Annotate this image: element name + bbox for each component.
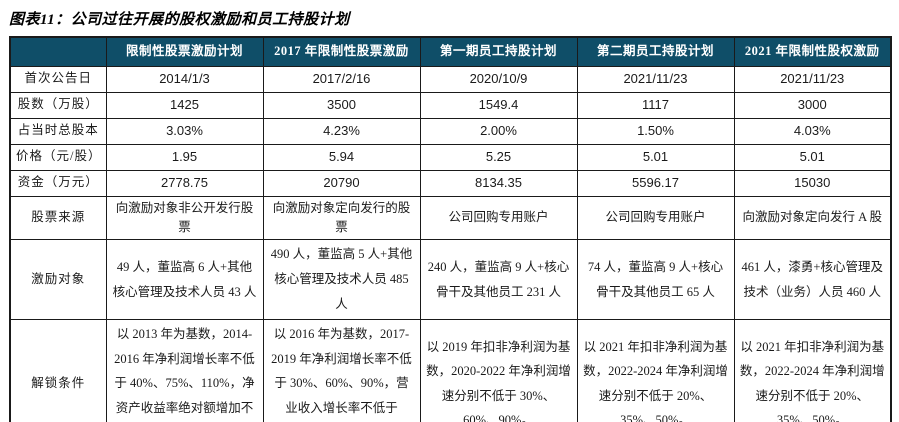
- cell: 2778.75: [105, 169, 264, 197]
- cell: 20790: [262, 169, 421, 197]
- cell: 74 人，董监高 9 人+核心骨干及其他员工 65 人: [576, 239, 735, 321]
- row-label: 股数（万股）: [9, 91, 107, 119]
- cell: 5.01: [733, 143, 892, 171]
- cell: 2021/11/23: [733, 65, 892, 93]
- cell: 4.03%: [733, 117, 892, 145]
- cell: 以 2016 年为基数，2017-2019 年净利润增长率不低于 30%、60%…: [262, 319, 421, 422]
- table-row-pct-of-capital: 占当时总股本 3.03% 4.23% 2.00% 1.50% 4.03%: [9, 117, 892, 145]
- cell: 3.03%: [105, 117, 264, 145]
- cell: 以 2021 年扣非净利润为基数，2022-2024 年净利润增速分别不低于 2…: [576, 319, 735, 422]
- cell: 1117: [576, 91, 735, 119]
- row-label: 资金（万元）: [9, 169, 107, 197]
- row-label: 股票来源: [9, 195, 107, 241]
- cell: 2014/1/3: [105, 65, 264, 93]
- cell: 5596.17: [576, 169, 735, 197]
- cell: 4.23%: [262, 117, 421, 145]
- table-row-funds: 资金（万元） 2778.75 20790 8134.35 5596.17 150…: [9, 169, 892, 197]
- cell: 1549.4: [419, 91, 578, 119]
- row-label: 激励对象: [9, 239, 107, 321]
- row-label: 解锁条件: [9, 319, 107, 422]
- equity-incentive-table: 限制性股票激励计划 2017 年限制性股票激励 第一期员工持股计划 第二期员工持…: [9, 36, 892, 422]
- table-header-row: 限制性股票激励计划 2017 年限制性股票激励 第一期员工持股计划 第二期员工持…: [9, 36, 892, 67]
- column-header-blank: [9, 36, 107, 67]
- column-header-plan-3: 第一期员工持股计划: [419, 36, 578, 67]
- column-header-plan-2: 2017 年限制性股票激励: [262, 36, 421, 67]
- cell: 1.50%: [576, 117, 735, 145]
- cell: 15030: [733, 169, 892, 197]
- cell: 5.01: [576, 143, 735, 171]
- table-row-incentive-targets: 激励对象 49 人，董监高 6 人+其他核心管理及技术人员 43 人 490 人…: [9, 239, 892, 321]
- cell: 2020/10/9: [419, 65, 578, 93]
- cell: 1425: [105, 91, 264, 119]
- figure-title: 图表11：公司过往开展的股权激励和员工持股计划: [9, 12, 350, 28]
- table-row-shares: 股数（万股） 1425 3500 1549.4 1117 3000: [9, 91, 892, 119]
- cell: 5.25: [419, 143, 578, 171]
- cell: 49 人，董监高 6 人+其他核心管理及技术人员 43 人: [105, 239, 264, 321]
- table-row-announce-date: 首次公告日 2014/1/3 2017/2/16 2020/10/9 2021/…: [9, 65, 892, 93]
- cell: 以 2021 年扣非净利润为基数，2022-2024 年净利润增速分别不低于 2…: [733, 319, 892, 422]
- table-row-share-source: 股票来源 向激励对象非公开发行股票 向激励对象定向发行的股票 公司回购专用账户 …: [9, 195, 892, 241]
- row-label: 首次公告日: [9, 65, 107, 93]
- column-header-plan-1: 限制性股票激励计划: [105, 36, 264, 67]
- row-label: 占当时总股本: [9, 117, 107, 145]
- cell: 公司回购专用账户: [419, 195, 578, 241]
- cell: 向激励对象非公开发行股票: [105, 195, 264, 241]
- cell: 3500: [262, 91, 421, 119]
- cell: 2017/2/16: [262, 65, 421, 93]
- cell: 向激励对象定向发行的股票: [262, 195, 421, 241]
- cell: 5.94: [262, 143, 421, 171]
- cell: 490 人，董监高 5 人+其他核心管理及技术人员 485 人: [262, 239, 421, 321]
- cell: 以 2013 年为基数，2014-2016 年净利润增长率不低于 40%、75%…: [105, 319, 264, 422]
- column-header-plan-4: 第二期员工持股计划: [576, 36, 735, 67]
- column-header-plan-5: 2021 年限制性股权激励: [733, 36, 892, 67]
- cell: 向激励对象定向发行 A 股: [733, 195, 892, 241]
- table-row-unlock-conditions: 解锁条件 以 2013 年为基数，2014-2016 年净利润增长率不低于 40…: [9, 319, 892, 422]
- table-row-price: 价格（元/股） 1.95 5.94 5.25 5.01 5.01: [9, 143, 892, 171]
- cell: 8134.35: [419, 169, 578, 197]
- cell: 2021/11/23: [576, 65, 735, 93]
- cell: 3000: [733, 91, 892, 119]
- row-label: 价格（元/股）: [9, 143, 107, 171]
- cell: 240 人，董监高 9 人+核心骨干及其他员工 231 人: [419, 239, 578, 321]
- cell: 2.00%: [419, 117, 578, 145]
- cell: 1.95: [105, 143, 264, 171]
- cell: 公司回购专用账户: [576, 195, 735, 241]
- cell: 以 2019 年扣非净利润为基数，2020-2022 年净利润增速分别不低于 3…: [419, 319, 578, 422]
- cell: 461 人，漆勇+核心管理及技术（业务）人员 460 人: [733, 239, 892, 321]
